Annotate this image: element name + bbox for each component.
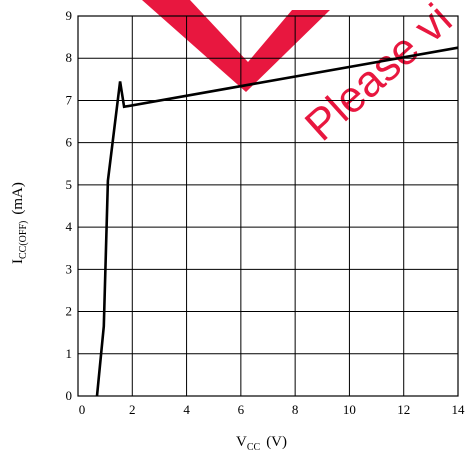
x-tick-label: 12 [397,402,410,417]
x-tick-label: 6 [238,402,245,417]
y-tick-labels: 0 1 2 3 4 5 6 7 8 9 [66,8,73,403]
y-tick-label: 2 [66,304,73,319]
x-tick-label: 2 [129,402,136,417]
watermark-text: Please vi [296,0,461,150]
plot-frame [77,15,459,397]
y-axis-label: ICC(OFF)(mA) [10,182,29,264]
y-tick-label: 3 [66,261,73,276]
y-tick-label: 7 [66,92,73,107]
y-tick-label: 5 [66,177,73,192]
watermark: Please vi [296,0,461,150]
y-tick-label: 9 [66,8,73,23]
x-tick-label: 8 [292,402,299,417]
y-tick-label: 8 [66,50,73,65]
y-tick-label: 6 [66,135,73,150]
x-axis-label: VCC (V) [236,434,287,453]
watermark-band [142,0,330,92]
x-tick-label: 10 [343,402,356,417]
y-tick-label: 0 [66,388,73,403]
series-line [95,46,459,397]
y-tick-label: 4 [66,219,73,234]
x-tick-label: 0 [79,402,86,417]
y-tick-label: 1 [66,346,73,361]
x-tick-labels: 0 2 4 6 8 10 12 14 [79,402,465,417]
x-tick-label: 4 [183,402,190,417]
x-tick-label: 14 [452,402,466,417]
